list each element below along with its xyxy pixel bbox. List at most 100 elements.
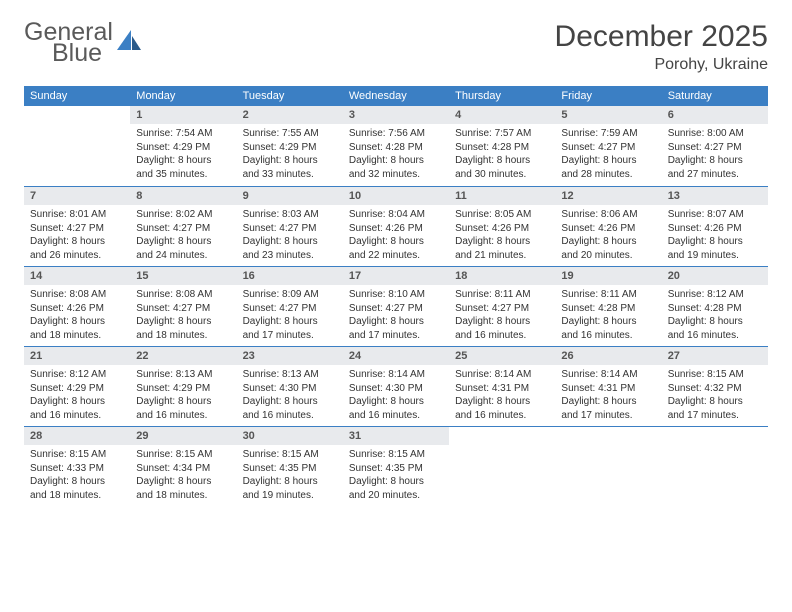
daylight-line: Daylight: 8 hours and 32 minutes. <box>349 155 424 180</box>
daylight-line: Daylight: 8 hours and 16 minutes. <box>243 396 318 421</box>
weekday-header: Wednesday <box>343 86 449 106</box>
sunrise-line: Sunrise: 8:11 AM <box>561 289 636 300</box>
day-details: Sunrise: 8:06 AMSunset: 4:26 PMDaylight:… <box>555 205 661 262</box>
day-cell-inner: 0 <box>662 426 768 506</box>
day-number: 28 <box>24 427 130 445</box>
sunset-line: Sunset: 4:29 PM <box>30 383 104 394</box>
sunset-line: Sunset: 4:33 PM <box>30 463 104 474</box>
day-cell-inner: 29Sunrise: 8:15 AMSunset: 4:34 PMDayligh… <box>130 426 236 506</box>
day-cell: 24Sunrise: 8:14 AMSunset: 4:30 PMDayligh… <box>343 346 449 426</box>
sunrise-line: Sunrise: 8:03 AM <box>243 209 319 220</box>
day-details: Sunrise: 8:14 AMSunset: 4:31 PMDaylight:… <box>449 365 555 422</box>
daylight-line: Daylight: 8 hours and 18 minutes. <box>136 476 211 501</box>
day-cell-inner: 6Sunrise: 8:00 AMSunset: 4:27 PMDaylight… <box>662 106 768 186</box>
sunset-line: Sunset: 4:28 PM <box>668 303 742 314</box>
day-details: Sunrise: 7:56 AMSunset: 4:28 PMDaylight:… <box>343 124 449 181</box>
day-cell-inner: 8Sunrise: 8:02 AMSunset: 4:27 PMDaylight… <box>130 186 236 266</box>
day-cell-inner: 26Sunrise: 8:14 AMSunset: 4:31 PMDayligh… <box>555 346 661 426</box>
day-number: 18 <box>449 267 555 285</box>
week-row: 01Sunrise: 7:54 AMSunset: 4:29 PMDayligh… <box>24 106 768 186</box>
sunset-line: Sunset: 4:27 PM <box>136 223 210 234</box>
daylight-line: Daylight: 8 hours and 16 minutes. <box>349 396 424 421</box>
day-number: 9 <box>237 187 343 205</box>
day-number: 31 <box>343 427 449 445</box>
day-details: Sunrise: 8:13 AM Sunset: 4:30 PM Daylight:… <box>237 365 343 422</box>
weekday-header: Thursday <box>449 86 555 106</box>
sunset-line: Sunset: 4:27 PM <box>561 142 635 153</box>
daylight-line: Daylight: 8 hours and 19 minutes. <box>668 236 743 261</box>
day-number: 20 <box>662 267 768 285</box>
day-cell-inner: 9Sunrise: 8:03 AMSunset: 4:27 PMDaylight… <box>237 186 343 266</box>
daylight-line: Daylight: 8 hours and 18 minutes. <box>30 476 105 501</box>
day-cell: 5Sunrise: 7:59 AMSunset: 4:27 PMDaylight… <box>555 106 661 186</box>
sunrise-line: Sunrise: 8:06 AM <box>561 209 637 220</box>
sunrise-line: Sunrise: 7:54 AM <box>136 128 212 139</box>
sunset-line: Sunset: 4:29 PM <box>243 142 317 153</box>
sunrise-line: Sunrise: 7:55 AM <box>243 128 319 139</box>
location: Porohy, Ukraine <box>555 56 768 74</box>
day-details: Sunrise: 8:11 AMSunset: 4:27 PMDaylight:… <box>449 285 555 342</box>
day-number: 11 <box>449 187 555 205</box>
day-cell: 28Sunrise: 8:15 AMSunset: 4:33 PMDayligh… <box>24 426 130 506</box>
day-cell-inner: 7Sunrise: 8:01 AMSunset: 4:27 PMDaylight… <box>24 186 130 266</box>
header: General Blue December 2025 Porohy, Ukrai… <box>24 20 768 74</box>
day-number: 23 <box>237 347 343 365</box>
sunrise-line: Sunrise: 8:01 AM <box>30 209 106 220</box>
day-number: 12 <box>555 187 661 205</box>
day-cell: 25Sunrise: 8:14 AMSunset: 4:31 PMDayligh… <box>449 346 555 426</box>
day-number: 22 <box>130 347 236 365</box>
day-cell: 0 <box>555 426 661 506</box>
day-cell: 27Sunrise: 8:15 AMSunset: 4:32 PMDayligh… <box>662 346 768 426</box>
day-cell: 9Sunrise: 8:03 AMSunset: 4:27 PMDaylight… <box>237 186 343 266</box>
day-cell: 15Sunrise: 8:08 AMSunset: 4:27 PMDayligh… <box>130 266 236 346</box>
daylight-line: Daylight: 8 hours and 17 minutes. <box>668 396 743 421</box>
day-cell: 13Sunrise: 8:07 AMSunset: 4:26 PMDayligh… <box>662 186 768 266</box>
daylight-line: Daylight: 8 hours and 23 minutes. <box>243 236 318 261</box>
daylight-line: Daylight: 8 hours and 20 minutes. <box>349 476 424 501</box>
day-cell: 20Sunrise: 8:12 AMSunset: 4:28 PMDayligh… <box>662 266 768 346</box>
sunset-line: Sunset: 4:27 PM <box>136 303 210 314</box>
weekday-header: Monday <box>130 86 236 106</box>
sunrise-line: Sunrise: 8:08 AM <box>30 289 106 300</box>
sunrise-line: Sunrise: 8:13 AM <box>243 369 319 380</box>
sunset-line: Sunset: 4:28 PM <box>561 303 635 314</box>
day-details: Sunrise: 8:10 AMSunset: 4:27 PMDaylight:… <box>343 285 449 342</box>
day-number: 16 <box>237 267 343 285</box>
calendar-table: SundayMondayTuesdayWednesdayThursdayFrid… <box>24 86 768 506</box>
daylight-line: Daylight: 8 hours and 18 minutes. <box>136 316 211 341</box>
day-cell-inner: 14Sunrise: 8:08 AMSunset: 4:26 PMDayligh… <box>24 266 130 346</box>
sunset-line: Sunset: 4:31 PM <box>561 383 635 394</box>
sunset-line: Sunset: 4:26 PM <box>561 223 635 234</box>
day-number: 17 <box>343 267 449 285</box>
daylight-line: Daylight: 8 hours and 16 minutes. <box>561 316 636 341</box>
day-cell: 29Sunrise: 8:15 AMSunset: 4:34 PMDayligh… <box>130 426 236 506</box>
daylight-line: Daylight: 8 hours and 16 minutes. <box>455 316 530 341</box>
sunrise-line: Sunrise: 8:00 AM <box>668 128 744 139</box>
day-cell-inner: 10Sunrise: 8:04 AMSunset: 4:26 PMDayligh… <box>343 186 449 266</box>
daylight-line: Daylight: 8 hours and 18 minutes. <box>30 316 105 341</box>
sunset-line: Sunset: 4:29 PM <box>136 142 210 153</box>
day-cell: 7Sunrise: 8:01 AMSunset: 4:27 PMDaylight… <box>24 186 130 266</box>
day-details: Sunrise: 8:12 AMSunset: 4:28 PMDaylight:… <box>662 285 768 342</box>
sunset-line: Sunset: 4:28 PM <box>349 142 423 153</box>
day-cell: 16Sunrise: 8:09 AMSunset: 4:27 PMDayligh… <box>237 266 343 346</box>
day-cell-inner: 18Sunrise: 8:11 AMSunset: 4:27 PMDayligh… <box>449 266 555 346</box>
day-number: 14 <box>24 267 130 285</box>
weekday-row: SundayMondayTuesdayWednesdayThursdayFrid… <box>24 86 768 106</box>
day-details: Sunrise: 8:09 AMSunset: 4:27 PMDaylight:… <box>237 285 343 342</box>
day-details: Sunrise: 8:08 AMSunset: 4:26 PMDaylight:… <box>24 285 130 342</box>
weekday-header: Sunday <box>24 86 130 106</box>
day-cell: 11Sunrise: 8:05 AMSunset: 4:26 PMDayligh… <box>449 186 555 266</box>
daylight-line: Daylight: 8 hours and 17 minutes. <box>561 396 636 421</box>
sail-icon <box>117 30 143 57</box>
day-cell-inner: 1Sunrise: 7:54 AMSunset: 4:29 PMDaylight… <box>130 106 236 186</box>
day-number: 6 <box>662 106 768 124</box>
day-cell-inner: 27Sunrise: 8:15 AMSunset: 4:32 PMDayligh… <box>662 346 768 426</box>
daylight-line: Daylight: 8 hours and 35 minutes. <box>136 155 211 180</box>
day-details: Sunrise: 8:05 AMSunset: 4:26 PMDaylight:… <box>449 205 555 262</box>
sunset-line: Sunset: 4:27 PM <box>455 303 529 314</box>
week-row: 28Sunrise: 8:15 AMSunset: 4:33 PMDayligh… <box>24 426 768 506</box>
sunrise-line: Sunrise: 8:07 AM <box>668 209 744 220</box>
daylight-line: Daylight: 8 hours and 16 minutes. <box>668 316 743 341</box>
sunset-line: Sunset: 4:30 PM <box>243 383 317 394</box>
